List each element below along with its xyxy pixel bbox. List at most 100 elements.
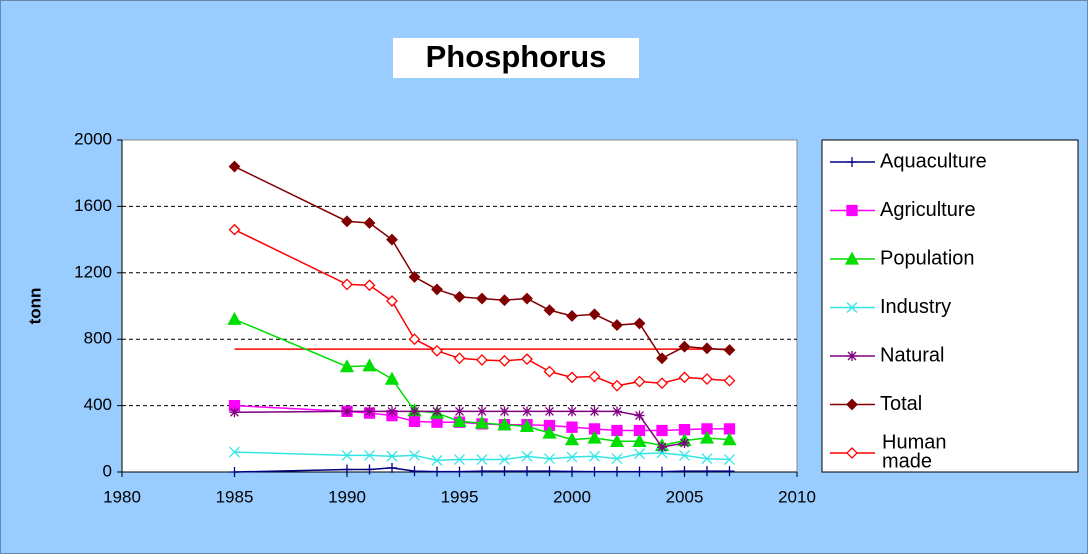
marker bbox=[341, 449, 353, 461]
marker bbox=[611, 319, 623, 332]
marker bbox=[341, 278, 353, 291]
marker bbox=[723, 423, 736, 435]
marker bbox=[364, 464, 375, 475]
marker bbox=[386, 450, 398, 462]
marker bbox=[499, 406, 510, 417]
legend-label: Population bbox=[880, 247, 975, 269]
marker bbox=[634, 448, 645, 460]
y-tick-label: 2000 bbox=[74, 129, 112, 148]
marker bbox=[566, 371, 578, 384]
x-tick-label: 1980 bbox=[103, 487, 141, 506]
marker bbox=[477, 406, 487, 417]
legend-label: Aquaculture bbox=[880, 150, 987, 172]
marker bbox=[724, 454, 735, 466]
chart-title: Phosphorus bbox=[426, 39, 607, 74]
marker bbox=[228, 223, 241, 236]
marker bbox=[702, 466, 712, 477]
marker bbox=[498, 294, 511, 307]
marker bbox=[587, 430, 602, 444]
marker bbox=[522, 406, 532, 417]
marker bbox=[453, 352, 466, 365]
marker bbox=[476, 292, 488, 305]
marker bbox=[588, 423, 601, 435]
marker bbox=[566, 421, 578, 433]
marker bbox=[229, 407, 240, 418]
marker bbox=[387, 462, 397, 473]
marker bbox=[847, 351, 857, 361]
marker bbox=[633, 317, 646, 330]
x-tick-label: 1985 bbox=[216, 487, 254, 506]
marker bbox=[589, 406, 600, 417]
marker bbox=[409, 406, 420, 417]
marker bbox=[384, 371, 400, 385]
marker bbox=[656, 377, 668, 390]
marker bbox=[634, 410, 645, 421]
marker bbox=[499, 466, 510, 477]
marker bbox=[408, 415, 421, 428]
legend-label: Agriculture bbox=[880, 199, 976, 221]
marker bbox=[632, 433, 647, 447]
marker bbox=[634, 466, 645, 477]
marker bbox=[229, 446, 240, 458]
marker bbox=[723, 344, 736, 356]
marker bbox=[567, 466, 577, 477]
marker bbox=[409, 449, 420, 461]
legend-label: Human made bbox=[882, 432, 946, 473]
y-tick-label: 800 bbox=[84, 329, 112, 348]
marker bbox=[431, 344, 443, 357]
marker bbox=[542, 425, 557, 439]
marker bbox=[544, 466, 555, 477]
marker bbox=[588, 370, 601, 383]
marker bbox=[847, 157, 857, 167]
marker bbox=[521, 292, 533, 305]
marker bbox=[544, 453, 555, 465]
marker bbox=[656, 424, 668, 437]
marker bbox=[474, 415, 490, 429]
marker bbox=[432, 406, 442, 417]
legend-label: Industry bbox=[880, 296, 951, 318]
marker bbox=[363, 217, 376, 229]
marker bbox=[723, 374, 736, 387]
marker bbox=[611, 379, 623, 392]
marker bbox=[408, 333, 421, 346]
marker bbox=[612, 466, 622, 477]
marker bbox=[609, 433, 625, 447]
marker bbox=[431, 283, 443, 296]
legend-label: Natural bbox=[880, 344, 944, 366]
marker bbox=[678, 340, 691, 353]
marker bbox=[701, 373, 713, 385]
marker bbox=[657, 466, 667, 477]
marker bbox=[521, 353, 533, 366]
y-tick-label: 1600 bbox=[74, 196, 112, 215]
marker bbox=[701, 342, 713, 355]
marker bbox=[846, 302, 858, 313]
marker bbox=[679, 437, 690, 448]
marker bbox=[452, 414, 467, 428]
x-tick-label: 2010 bbox=[778, 487, 816, 506]
marker bbox=[701, 423, 713, 435]
marker bbox=[846, 447, 858, 459]
marker bbox=[678, 371, 691, 384]
marker bbox=[844, 251, 860, 265]
marker bbox=[611, 453, 623, 465]
marker bbox=[521, 450, 533, 462]
marker bbox=[342, 406, 352, 417]
x-tick-label: 1990 bbox=[328, 487, 366, 506]
marker bbox=[722, 432, 737, 446]
marker bbox=[633, 375, 646, 388]
legend-box bbox=[821, 139, 1079, 473]
marker bbox=[453, 290, 466, 303]
marker bbox=[454, 406, 465, 417]
marker bbox=[543, 304, 556, 317]
marker bbox=[566, 451, 578, 463]
marker bbox=[227, 311, 242, 325]
y-axis-label: tonn bbox=[25, 288, 44, 325]
marker bbox=[386, 233, 398, 246]
marker bbox=[544, 406, 555, 417]
marker bbox=[612, 406, 622, 417]
marker bbox=[387, 406, 397, 417]
marker bbox=[522, 466, 532, 477]
marker bbox=[564, 432, 580, 446]
marker bbox=[454, 454, 465, 466]
marker bbox=[543, 365, 556, 378]
